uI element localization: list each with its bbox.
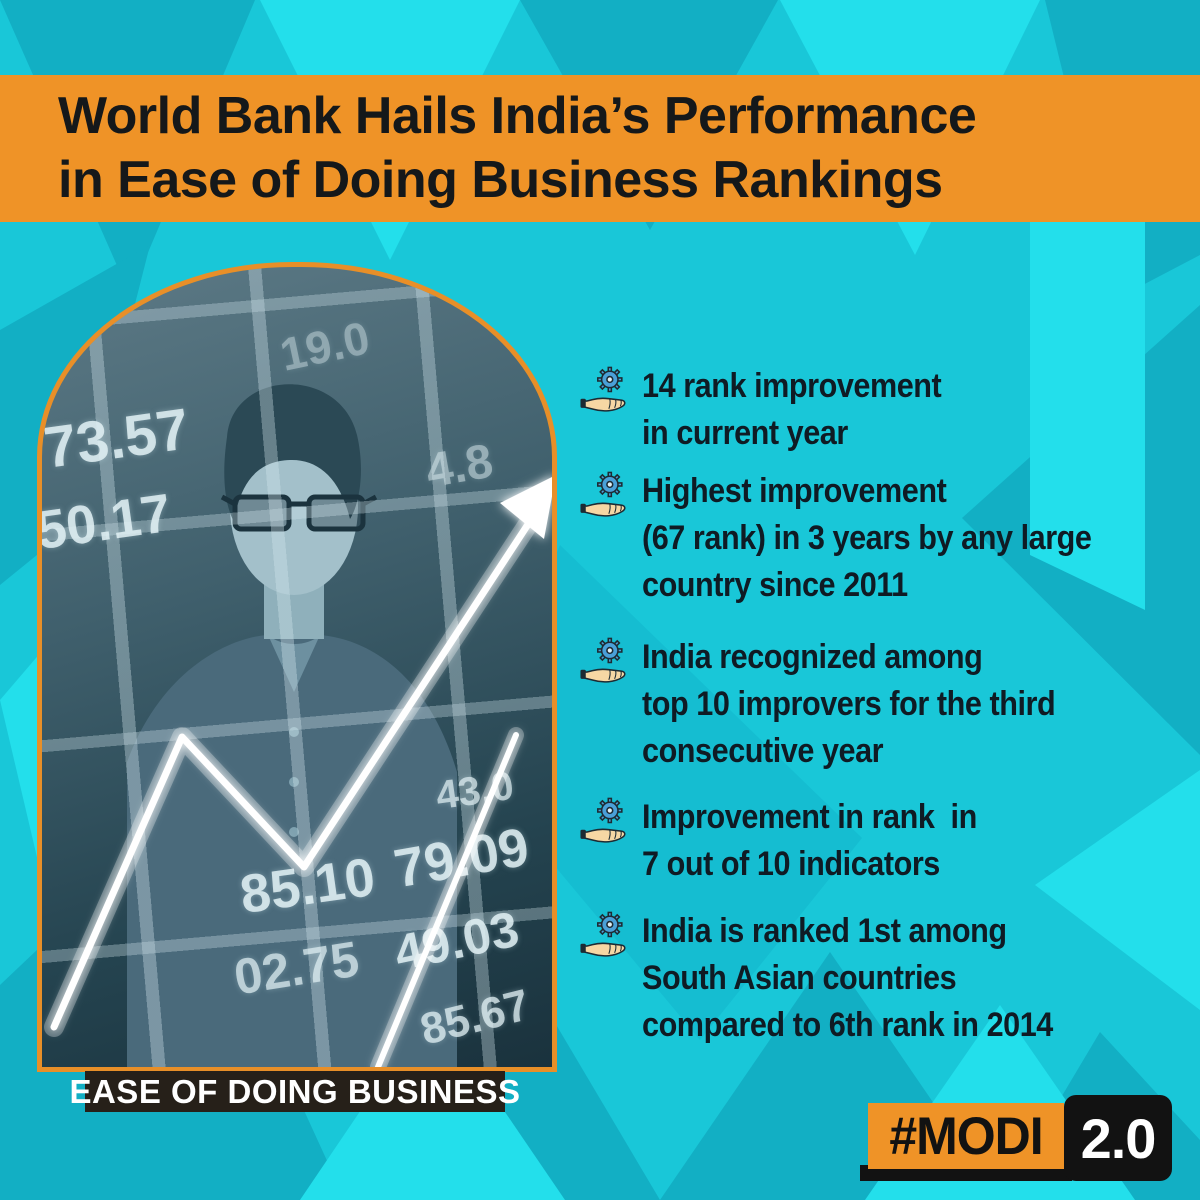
bullet-line: India recognized among [642, 638, 983, 676]
hand-gear-icon [580, 471, 626, 517]
headline-line-2: in Ease of Doing Business Rankings [58, 151, 943, 209]
bullet-line: top 10 improvers for the third [642, 685, 1056, 723]
headline-line-1: World Bank Hails India’s Performance [58, 87, 977, 145]
bullet-item-3: India recognized among top 10 improvers … [580, 634, 1101, 775]
modi-hashtag-box: #MODI [868, 1103, 1064, 1169]
modi-2.0-logo: #MODI 2.0 [858, 1095, 1174, 1183]
bullet-text: India is ranked 1st among South Asian co… [642, 908, 1053, 1049]
modi-logo-shadow [860, 1165, 1072, 1181]
rising-arrow-graphic [44, 477, 552, 1067]
hand-gear-icon [580, 911, 626, 957]
bullet-item-2: Highest improvement (67 rank) in 3 years… [580, 468, 1141, 609]
analyst-silhouette [127, 384, 457, 1067]
photo-caption-bar: EASE OF DOING BUSINESS [69, 1071, 520, 1112]
bullet-line: 14 rank improvement [642, 367, 942, 405]
bullet-line: country since 2011 [642, 566, 908, 604]
bullet-line: consecutive year [642, 732, 884, 770]
modi-version-box: 2.0 [1064, 1095, 1172, 1181]
bullet-item-4: Improvement in rank in 7 out of 10 indic… [580, 794, 1014, 888]
bullet-item-5: India is ranked 1st among South Asian co… [580, 908, 1099, 1049]
bullet-line: India is ranked 1st among [642, 912, 1007, 950]
bullet-text: 14 rank improvement in current year [642, 363, 942, 457]
bullet-text: Improvement in rank in 7 out of 10 indic… [642, 794, 977, 888]
modi-hashtag-text: #MODI [889, 1106, 1043, 1166]
hand-gear-icon [580, 366, 626, 412]
bullet-line: 7 out of 10 indicators [642, 845, 940, 883]
bullet-line: South Asian countries [642, 959, 957, 997]
bullet-line: in current year [642, 414, 848, 452]
bullet-line: compared to 6th rank in 2014 [642, 1006, 1053, 1044]
bullet-line: Highest improvement [642, 472, 947, 510]
bullet-line: Improvement in rank in [642, 798, 977, 836]
bullet-item-1: 14 rank improvement in current year [580, 363, 975, 457]
header-banner: World Bank Hails India’s Performance in … [0, 75, 1200, 222]
bullet-text: India recognized among top 10 improvers … [642, 634, 1056, 775]
photo-caption-text: EASE OF DOING BUSINESS [69, 1072, 521, 1110]
hand-gear-icon [580, 797, 626, 843]
hand-gear-icon [580, 637, 626, 683]
bullet-text: Highest improvement (67 rank) in 3 years… [642, 468, 1092, 609]
photo-ease-of-doing-business: 19.0 73.57 50.17 4.8 43.0 85.10 79.09 02… [37, 262, 557, 1072]
modi-version-text: 2.0 [1080, 1106, 1157, 1170]
bullet-line: (67 rank) in 3 years by any large [642, 519, 1092, 557]
